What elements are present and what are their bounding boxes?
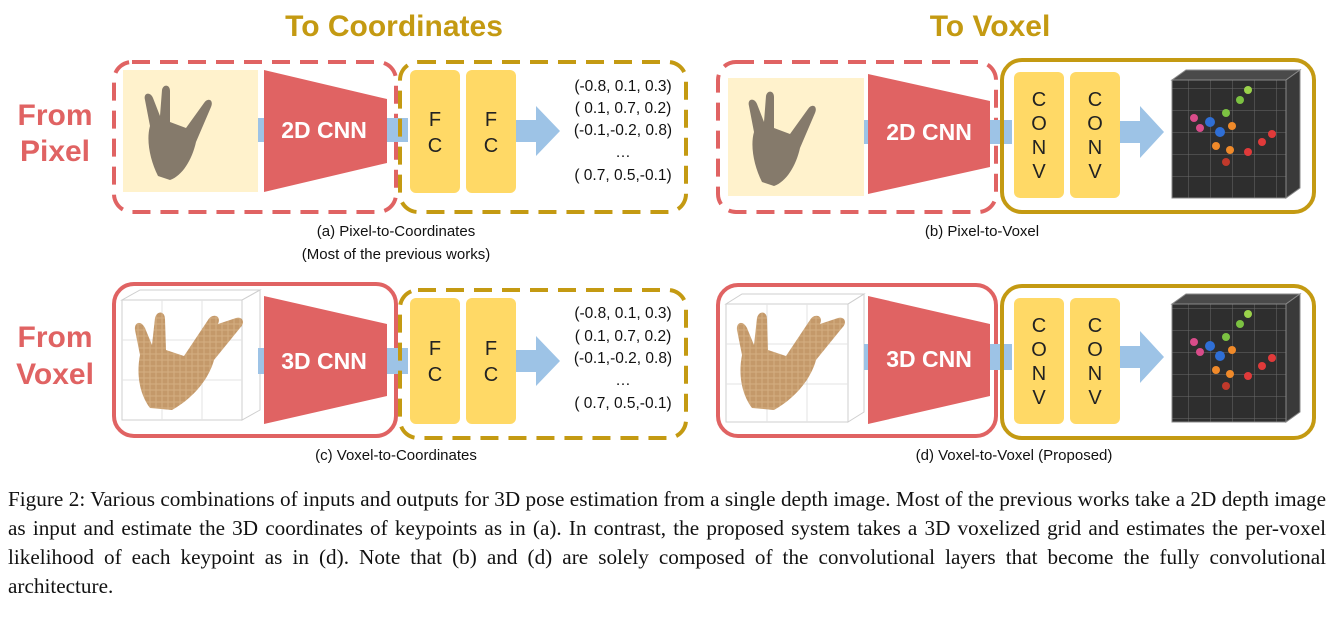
- subcaption-b: (b) Pixel-to-Voxel: [925, 223, 1039, 240]
- architecture-diagram: To Coordinates To Voxel From Pixel From …: [16, 10, 1316, 464]
- conv-1-v: V: [1032, 387, 1046, 409]
- fc-layer-1: [410, 70, 460, 193]
- conv-2-o: O: [1087, 113, 1103, 135]
- conv-2-o: O: [1087, 339, 1103, 361]
- voxel-likelihood-cube: [1170, 69, 1302, 199]
- panel-a: 2D CNN F C F C (-0.8, 0.1, 0.3) ( 0.1, 0…: [112, 60, 688, 263]
- output-arrow: [1120, 331, 1164, 383]
- voxelized-hand: [736, 312, 845, 410]
- coordinate-ellipsis: …: [615, 144, 631, 161]
- cnn-3d-label: 3D CNN: [281, 348, 367, 374]
- hand-depth-silhouette: [144, 85, 212, 180]
- conv-1-c: C: [1032, 315, 1046, 337]
- coordinate-line-1: (-0.8, 0.1, 0.3): [574, 305, 671, 322]
- coordinate-line-2: ( 0.1, 0.7, 0.2): [575, 100, 672, 117]
- conv-layer-2: [1070, 298, 1120, 424]
- fc-label-2-f: F: [485, 338, 497, 360]
- conv-2-n: N: [1088, 137, 1102, 159]
- conv-2-v: V: [1088, 161, 1102, 183]
- fc-layer-1: [410, 298, 460, 424]
- fc-label-1-c: C: [428, 135, 442, 157]
- conv-1-c: C: [1032, 89, 1046, 111]
- fc-box-dashed: [398, 288, 688, 440]
- conv-2-c: C: [1088, 89, 1102, 111]
- conv-1-n: N: [1032, 363, 1046, 385]
- cnn-3d-trapezoid: [264, 296, 387, 424]
- coordinate-line-2: ( 0.1, 0.7, 0.2): [575, 328, 672, 345]
- row-title-voxel-line1: From: [18, 321, 93, 354]
- subcaption-a-line2: (Most of the previous works): [302, 246, 490, 263]
- fc-label-1-f: F: [429, 338, 441, 360]
- output-arrow: [516, 106, 560, 156]
- conv-layer-1: [1014, 72, 1064, 198]
- conv-layer-1: [1014, 298, 1064, 424]
- subcaption-c: (c) Voxel-to-Coordinates: [315, 447, 477, 464]
- row-title-voxel-line2: Voxel: [16, 358, 94, 391]
- voxelized-hand: [134, 312, 243, 410]
- coordinate-line-last: ( 0.7, 0.5,-0.1): [574, 395, 671, 412]
- panel-c: 3D CNN F C F C (-0.8, 0.1, 0.3) ( 0.1, 0…: [112, 282, 688, 464]
- fc-label-1-f: F: [429, 109, 441, 131]
- conv-layer-2: [1070, 72, 1120, 198]
- input-box-dashed: [716, 60, 998, 214]
- cnn-3d-trapezoid: [868, 296, 990, 424]
- input-box-dashed: [112, 60, 398, 214]
- fc-box-dashed: [398, 60, 688, 214]
- panel-b: 2D CNN C O N V C O N V: [716, 58, 1316, 240]
- cnn-2d-label: 2D CNN: [886, 119, 972, 145]
- conv-box-solid: [1000, 284, 1316, 440]
- cnn-2d-trapezoid: [868, 74, 990, 194]
- column-title-voxel: To Voxel: [930, 10, 1051, 43]
- cnn-2d-label: 2D CNN: [281, 117, 367, 143]
- output-arrow: [516, 336, 560, 386]
- conv-1-v: V: [1032, 161, 1046, 183]
- subcaption-a-line1: (a) Pixel-to-Coordinates: [317, 223, 475, 240]
- conv-1-n: N: [1032, 137, 1046, 159]
- fc-label-2-f: F: [485, 109, 497, 131]
- fc-label-1-c: C: [428, 364, 442, 386]
- fc-layer-2: [466, 298, 516, 424]
- conv-2-n: N: [1088, 363, 1102, 385]
- conv-2-c: C: [1088, 315, 1102, 337]
- conv-1-o: O: [1031, 339, 1047, 361]
- row-title-pixel-line2: Pixel: [20, 135, 90, 168]
- coordinate-ellipsis: …: [615, 372, 631, 389]
- conv-1-o: O: [1031, 113, 1047, 135]
- fc-layer-2: [466, 70, 516, 193]
- subcaption-d: (d) Voxel-to-Voxel (Proposed): [916, 447, 1113, 464]
- row-title-pixel-line1: From: [18, 99, 93, 132]
- column-title-coordinates: To Coordinates: [285, 10, 503, 43]
- voxel-likelihood-cube: [1170, 293, 1302, 423]
- coordinate-line-last: ( 0.7, 0.5,-0.1): [574, 167, 671, 184]
- fc-label-2-c: C: [484, 364, 498, 386]
- coordinate-line-3: (-0.1,-0.2, 0.8): [574, 350, 672, 367]
- figure-caption: Figure 2: Various combinations of inputs…: [8, 487, 1326, 598]
- cnn-2d-trapezoid: [264, 70, 387, 192]
- output-arrow: [1120, 106, 1164, 158]
- cnn-3d-label: 3D CNN: [886, 346, 972, 372]
- panel-d: 3D CNN C O N V C O N V: [716, 283, 1316, 464]
- conv-box-solid: [1000, 58, 1316, 214]
- coordinate-line-1: (-0.8, 0.1, 0.3): [574, 78, 671, 95]
- hand-depth-silhouette: [748, 91, 816, 186]
- fc-label-2-c: C: [484, 135, 498, 157]
- coordinate-line-3: (-0.1,-0.2, 0.8): [574, 122, 672, 139]
- conv-2-v: V: [1088, 387, 1102, 409]
